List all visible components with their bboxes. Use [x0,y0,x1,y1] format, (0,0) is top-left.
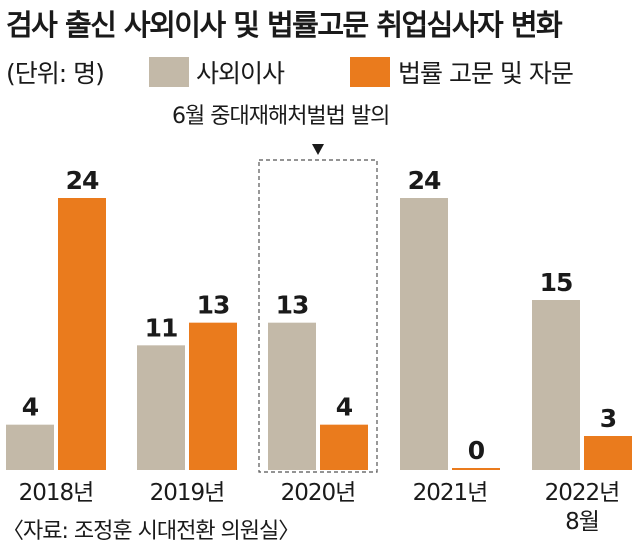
data-label: 24 [66,166,99,195]
x-tick-label: 2021년 [413,480,488,506]
x-tick-label: 2022년 [545,480,620,506]
bar-legal-advisor [58,198,106,470]
bar-legal-advisor [320,424,368,470]
legend-label-legal-advisor: 법률 고문 및 자문 [398,59,574,88]
bar-legal-advisor [452,468,500,470]
x-tick-label: 2018년 [19,480,94,506]
bar-outside-director [137,345,185,470]
data-label: 13 [276,291,309,320]
bar-outside-director [400,198,448,470]
legend-swatch-outside-director [149,57,189,87]
bar-legal-advisor [189,322,237,470]
data-label: 24 [408,166,441,195]
data-label: 4 [336,393,353,422]
highlight-box [258,159,378,473]
data-label: 3 [600,404,616,433]
data-label: 11 [145,313,178,342]
x-tick-label: 2020년 [281,480,356,506]
highlight-annotation: 6월 중대재해처벌법 발의 [172,104,390,129]
bar-outside-director [268,322,316,470]
data-label: 15 [540,268,573,297]
highlight-arrow [312,144,324,155]
data-label: 13 [197,291,230,320]
x-tick-label: 8월 [565,509,599,535]
data-label: 0 [468,436,485,465]
legend-label-outside-director: 사외이사 [196,59,285,88]
chart-title: 검사 출신 사외이사 및 법률고문 취업심사자 변화 [6,8,563,42]
unit-label: (단위: 명) [6,59,105,88]
bar-legal-advisor [584,436,632,470]
legend: (단위: 명) 사외이사 법률 고문 및 자문 [6,50,636,90]
source-note: 〈자료: 조정훈 시대전환 의원실〉 [2,519,300,544]
x-tick-label: 2019년 [150,480,225,506]
bar-outside-director [532,300,580,470]
legend-swatch-legal-advisor [350,57,390,87]
bar-outside-director [6,424,54,470]
data-label: 4 [22,393,39,422]
